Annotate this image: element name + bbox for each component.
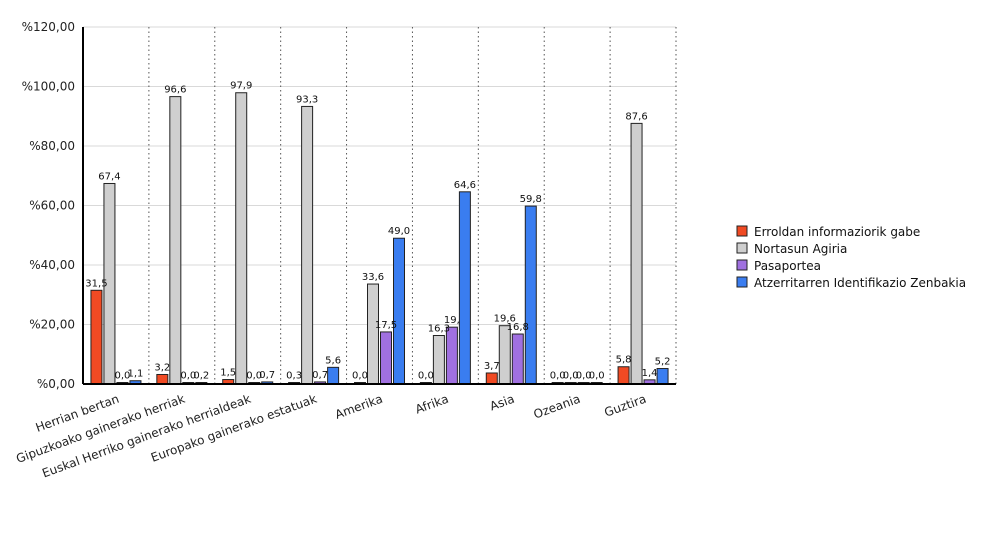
data-label: 0,0 [246, 371, 262, 382]
data-labels: 31,567,40,01,13,296,60,00,2 1,597,90,00,7… [85, 81, 670, 382]
data-label: 17,5 [375, 320, 397, 331]
data-label: 97,9 [230, 81, 252, 92]
y-tick-label: %40,00 [29, 258, 75, 272]
data-label: 1,4 [642, 368, 658, 379]
legend-swatch [736, 242, 748, 254]
data-label: 0,0 [576, 371, 592, 382]
y-tick-label: %60,00 [29, 199, 75, 213]
y-tick-label: %20,00 [29, 318, 75, 332]
y-tick-label: %0,00 [37, 377, 75, 391]
data-label: 0,0 [352, 371, 368, 382]
data-label: 0,2 [193, 371, 209, 382]
data-label: 0,0 [114, 371, 130, 382]
legend-swatch [736, 276, 748, 288]
data-label: 0,7 [259, 370, 275, 381]
legend: Erroldan informaziorik gabe Nortasun Agir… [736, 225, 966, 290]
legend-label: Erroldan informaziorik gabe [754, 225, 920, 239]
y-tick-label: %80,00 [29, 139, 75, 153]
bar [485, 372, 498, 385]
bar [511, 333, 524, 385]
bar [498, 325, 511, 385]
x-category-label: Ozeania [532, 392, 583, 422]
y-axis-ticks: %0,00 %20,00 %40,00 %60,00 %80,00 %100,00 %120… [22, 20, 75, 391]
bar [617, 366, 630, 385]
bar [235, 92, 248, 385]
data-label: 93,3 [296, 94, 318, 105]
bar [367, 283, 379, 385]
bar [169, 96, 182, 385]
data-label: 0,0 [563, 371, 579, 382]
data-label: 16,3 [428, 324, 450, 335]
data-label: 64,6 [454, 180, 476, 191]
bar [432, 335, 445, 385]
data-label: 1,1 [127, 369, 143, 380]
data-label: 0,0 [550, 371, 566, 382]
bar [393, 237, 405, 385]
bar [301, 105, 314, 385]
data-label: 49,0 [388, 226, 410, 237]
data-label: 0,3 [286, 371, 302, 382]
x-category-label: Amerika [333, 392, 384, 422]
data-label: 59,8 [520, 194, 542, 205]
data-label: 5,8 [616, 355, 632, 366]
legend-swatch [736, 225, 748, 237]
data-label: 19,6 [494, 314, 516, 325]
data-label: 31,5 [85, 278, 107, 289]
x-category-label: Guztira [602, 392, 648, 420]
bar [524, 205, 537, 385]
data-label: 0,0 [180, 371, 196, 382]
bar [380, 331, 392, 385]
bar [327, 366, 340, 385]
legend-label: Atzerritarren Identifikazio Zenbakia [754, 276, 966, 290]
data-label: 3,7 [484, 361, 500, 372]
x-category-label: Asia [488, 392, 516, 414]
legend-label: Nortasun Agiria [754, 242, 847, 256]
legend-swatch [736, 259, 748, 271]
data-label: 87,6 [625, 111, 647, 122]
bar [445, 326, 458, 385]
y-tick-label: %120,00 [22, 20, 75, 34]
data-label: 33,6 [362, 272, 384, 283]
bar [90, 289, 103, 385]
x-category-label: Afrika [413, 392, 450, 417]
y-tick-label: %100,00 [22, 80, 75, 94]
data-label: 16,8 [507, 322, 529, 333]
data-label: 5,2 [655, 357, 671, 368]
axes [82, 27, 676, 385]
bar [156, 373, 169, 385]
data-label: 3,2 [154, 362, 170, 373]
bars [90, 92, 669, 385]
legend-label: Pasaportea [754, 259, 821, 273]
bar [656, 368, 669, 385]
data-label: 0,7 [312, 370, 328, 381]
data-label: 1,5 [220, 368, 236, 379]
bar [458, 191, 471, 385]
data-label: 0,0 [589, 371, 605, 382]
data-label: 19, [444, 315, 460, 326]
bar [630, 122, 643, 385]
data-label: 96,6 [164, 85, 186, 96]
data-label: 5,6 [325, 355, 341, 366]
data-label: 67,4 [98, 171, 120, 182]
data-label: 0,0 [418, 371, 434, 382]
gridlines [83, 26, 677, 385]
